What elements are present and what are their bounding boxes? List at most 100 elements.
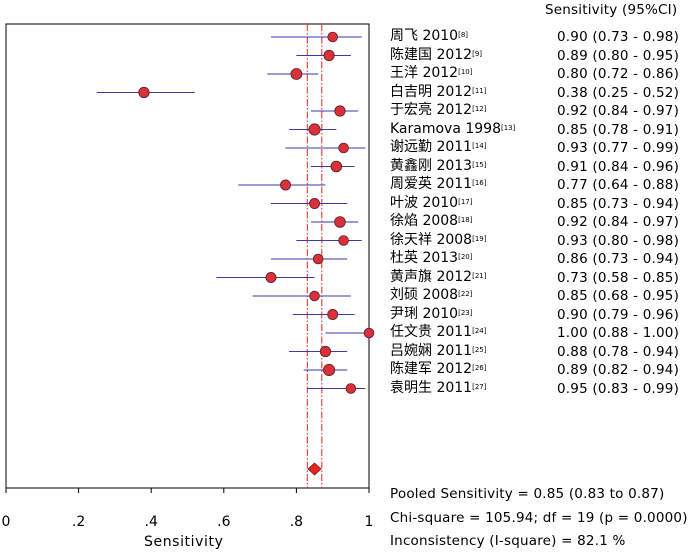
study-label: 袁明生 2011[27] [390, 379, 486, 397]
study-label: 尹琍 2010[23] [390, 305, 472, 323]
study-row-mark [325, 327, 375, 339]
study-reference: [24] [472, 327, 487, 335]
study-ci-text: 0.73 (0.58 - 0.85) [557, 269, 680, 286]
study-point [327, 31, 338, 43]
study-ci-text: 0.91 (0.84 - 0.96) [557, 158, 680, 175]
study-row-mark [292, 309, 355, 320]
study-ci-text: 0.93 (0.80 - 0.98) [557, 232, 680, 249]
study-reference: [8] [458, 31, 469, 39]
study-reference: [12] [472, 105, 487, 113]
study-row-mark [285, 142, 366, 154]
study-reference: [19] [472, 234, 487, 243]
study-reference: [27] [472, 382, 487, 391]
study-row-mark [310, 105, 359, 117]
study-name: 杜英 2013 [390, 250, 459, 266]
study-name: 袁明生 2011 [390, 379, 473, 396]
study-point [334, 216, 346, 228]
study-point [312, 253, 324, 265]
study-name: 白吉明 2012 [390, 83, 473, 100]
study-label: 杜英 2013[20] [390, 249, 472, 267]
study-row-mark [270, 253, 348, 265]
study-reference: [14] [472, 142, 487, 150]
study-row-mark [310, 160, 355, 173]
study-point [265, 272, 277, 283]
study-ci-text: 0.89 (0.82 - 0.94) [557, 362, 680, 378]
study-point [345, 383, 357, 394]
study-row-mark [307, 383, 366, 394]
study-label: 刘硕 2008[22] [390, 286, 472, 304]
study-ci-text: 0.93 (0.77 - 0.99) [557, 140, 680, 156]
study-name: 叶波 2010 [390, 194, 459, 211]
heterogeneity-i-square: Inconsistency (I-square) = 82.1 % [390, 533, 626, 549]
study-row-mark [310, 216, 359, 228]
study-name: 王洋 2012 [390, 65, 459, 81]
study-point [280, 179, 291, 191]
study-ci-text: 0.88 (0.78 - 0.94) [557, 343, 680, 360]
x-tick-label: 0 [1, 514, 11, 530]
study-name: 黄声旗 2012 [390, 268, 473, 285]
study-row-mark [267, 68, 319, 80]
pooled-diamond [307, 462, 322, 476]
study-row-mark [216, 272, 315, 283]
study-reference: [26] [472, 364, 487, 372]
study-reference: [16] [472, 179, 487, 187]
study-point [334, 105, 346, 117]
study-row-mark [270, 31, 362, 43]
study-label: 陈建国 2012[9] [390, 46, 482, 64]
study-ci-text: 0.92 (0.84 - 0.97) [557, 214, 680, 230]
study-reference: [17] [458, 197, 473, 206]
study-name: 陈建国 2012 [390, 46, 473, 63]
study-row-mark [96, 86, 195, 99]
x-tick-label: .6 [217, 514, 231, 530]
study-ci-text: 0.38 (0.25 - 0.52) [557, 84, 680, 101]
study-point [322, 363, 336, 377]
study-ci-text: 0.90 (0.73 - 0.98) [557, 29, 680, 45]
study-point [323, 49, 335, 62]
x-axis-label: Sensitivity [144, 534, 224, 550]
study-row-mark [296, 235, 362, 246]
study-ci-text: 0.95 (0.83 - 0.99) [557, 380, 680, 397]
study-point [308, 123, 321, 136]
study-name: 陈建军 2012 [390, 361, 473, 377]
study-label: 白吉明 2012[11] [390, 83, 486, 101]
x-tick-label: 1 [364, 514, 374, 530]
study-row-mark [252, 290, 351, 302]
study-reference: [11] [472, 86, 487, 95]
study-name: 黄鑫刚 2013 [390, 157, 473, 174]
study-ci-text: 0.85 (0.78 - 0.91) [557, 121, 680, 138]
study-label: 陈建军 2012[26] [390, 360, 486, 378]
study-label: 任文贵 2011[24] [390, 323, 486, 341]
study-point [327, 309, 339, 320]
study-point [330, 160, 343, 173]
study-row-mark [289, 345, 348, 358]
study-row-mark [289, 123, 337, 136]
study-ci-text: 0.85 (0.68 - 0.95) [557, 288, 680, 304]
study-point [363, 327, 375, 339]
study-label: Karamova 1998[13] [390, 120, 515, 138]
study-reference: [9] [472, 49, 483, 58]
study-ci-text: 0.90 (0.79 - 0.96) [557, 306, 680, 323]
study-reference: [22] [458, 290, 473, 298]
study-reference: [10] [458, 68, 473, 76]
study-ci-text: 0.92 (0.84 - 0.97) [557, 103, 680, 119]
study-row-mark [303, 363, 348, 377]
study-name: 周爱英 2011 [390, 176, 473, 192]
study-reference: [23] [458, 308, 473, 317]
study-row-mark [238, 179, 326, 191]
study-name: 吕婉娴 2011 [390, 342, 473, 359]
study-point [319, 345, 332, 358]
study-label: 于宏亮 2012[12] [390, 101, 486, 119]
study-name: 周飞 2010 [390, 28, 459, 44]
study-name: 徐天祥 2008 [390, 231, 473, 248]
study-point [309, 198, 320, 209]
study-row-mark [296, 49, 351, 62]
study-row-mark [270, 198, 348, 209]
study-name: 徐焰 2008 [390, 213, 459, 229]
study-reference: [20] [458, 253, 473, 261]
study-ci-text: 1.00 (0.88 - 1.00) [557, 325, 680, 341]
ci-column-header: Sensitivity (95%CI) [545, 2, 678, 18]
plot-frame [5, 23, 370, 489]
study-point [290, 68, 303, 80]
study-point [338, 142, 349, 154]
